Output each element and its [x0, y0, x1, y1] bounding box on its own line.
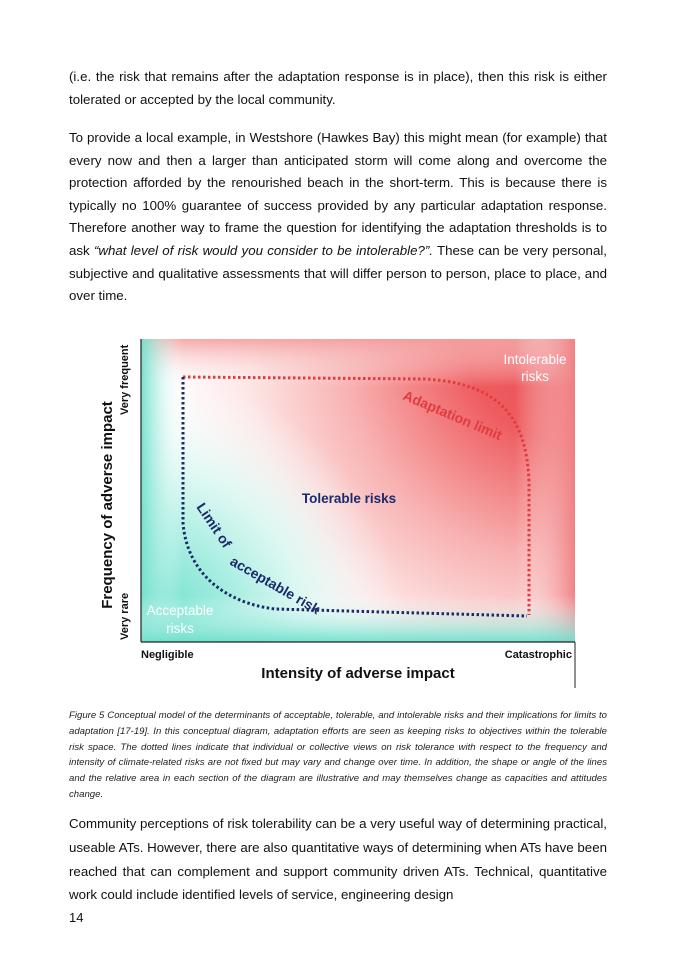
- adaptation-limit-line: [182, 375, 531, 615]
- acceptable-zone-left: [141, 339, 183, 642]
- y-bottom-label: Very rare: [119, 593, 131, 640]
- body-paragraph-3: Community perceptions of risk tolerabili…: [69, 816, 607, 903]
- paragraph-2-quote: “what level of risk would you consider t…: [93, 242, 433, 258]
- intolerable-label-line1: Intolerable: [503, 352, 566, 367]
- acceptable-label-line2: risks: [166, 621, 194, 636]
- tolerable-label: Tolerable risks: [302, 491, 396, 506]
- x-right-label: Catastrophic: [505, 649, 572, 661]
- y-axis-title: Frequency of adverse impact: [99, 401, 116, 609]
- risk-tolerance-figure: Intolerable risks Acceptable risks Toler…: [95, 333, 580, 691]
- figure-caption: Figure 5 Conceptual model of the determi…: [69, 710, 607, 800]
- y-top-label: Very frequent: [119, 344, 131, 415]
- acceptable-zone-bottom: [141, 595, 575, 642]
- acceptable-limit-line: [181, 377, 528, 618]
- paragraph-2-text: To provide a local example, in Westshore…: [69, 130, 607, 258]
- acceptable-label-line1: Acceptable: [147, 603, 214, 618]
- page-number: 14: [69, 910, 84, 925]
- paragraph-2-text-end: These can be very personal, subjective a…: [69, 242, 607, 304]
- intolerable-label-line2: risks: [521, 369, 549, 384]
- acceptable-zone: [141, 339, 575, 642]
- x-axis-title: Intensity of adverse impact: [261, 665, 454, 682]
- x-left-label: Negligible: [141, 649, 194, 661]
- body-paragraph-2: To provide a local example, in Westshore…: [69, 127, 607, 308]
- risk-diagram: Intolerable risks Acceptable risks Toler…: [99, 339, 576, 688]
- body-paragraph-1: (i.e. the risk that remains after the ad…: [69, 69, 607, 107]
